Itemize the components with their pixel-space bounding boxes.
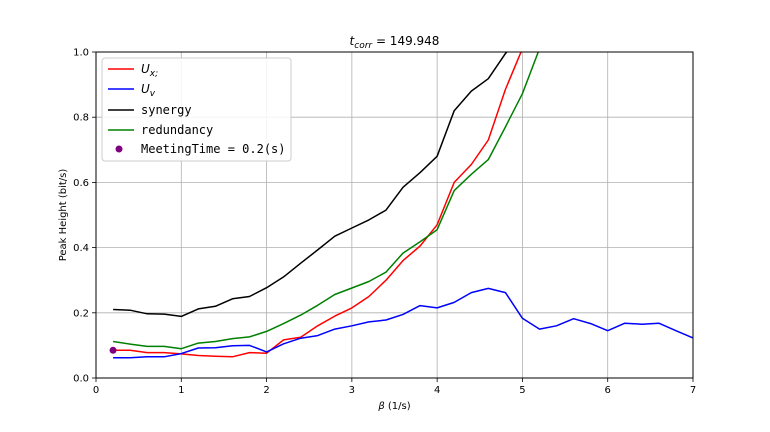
- x-tick-label: 5: [519, 385, 525, 396]
- x-tick-label: 6: [605, 385, 611, 396]
- x-tick-label: 1: [178, 385, 184, 396]
- x-tick-label: 7: [690, 385, 696, 396]
- x-label-symbol: β: [377, 401, 385, 412]
- x-tick-label: 2: [263, 385, 269, 396]
- plot-frame: [95, 51, 694, 379]
- y-axis: 0.0 0.2 0.4 0.6 0.8 1.0: [73, 48, 96, 385]
- legend-label-base: U: [141, 62, 150, 76]
- legend-label-sub: v: [150, 89, 156, 99]
- title-sub: corr: [354, 41, 373, 51]
- legend-box: [101, 57, 292, 162]
- legend-label-sub: x;: [149, 69, 158, 79]
- series-line-synergy: [113, 52, 508, 318]
- legend-point-swatch: [115, 145, 123, 153]
- y-tick-label: 0.2: [73, 308, 89, 319]
- legend-label: redundancy: [141, 123, 213, 137]
- series-line-u-v: [113, 287, 693, 359]
- x-label-unit: (1/s): [385, 401, 411, 412]
- y-tick-label: 1.0: [73, 48, 89, 59]
- legend-label: MeetingTime = 0.2(s): [141, 142, 286, 156]
- series-line-redundancy: [112, 52, 540, 350]
- legend-label: Uv: [141, 82, 156, 99]
- title-base: t: [350, 34, 356, 48]
- title-rest: = 149.948: [372, 34, 439, 48]
- y-tick-label: 0.4: [73, 243, 89, 254]
- x-tick-label: 4: [434, 385, 440, 396]
- x-tick-label: 0: [93, 385, 99, 396]
- data-points: [109, 346, 117, 354]
- legend-label: Ux;: [141, 62, 158, 79]
- y-axis-label: Peak Height (bit/s): [58, 169, 69, 262]
- x-axis-label: β (1/s): [377, 401, 410, 412]
- legend-label-base: U: [141, 82, 150, 96]
- meeting-time-point: [109, 346, 117, 354]
- legend-label: synergy: [141, 103, 192, 117]
- series-lines: [112, 52, 693, 359]
- y-tick-label: 0.0: [73, 374, 89, 385]
- chart-title: tcorr = 149.948: [350, 34, 440, 51]
- x-tick-label: 3: [349, 385, 355, 396]
- y-tick-label: 0.8: [73, 113, 89, 124]
- x-axis: 0 1 2 3 4 5 6 7: [93, 378, 696, 396]
- y-tick-label: 0.6: [73, 178, 89, 189]
